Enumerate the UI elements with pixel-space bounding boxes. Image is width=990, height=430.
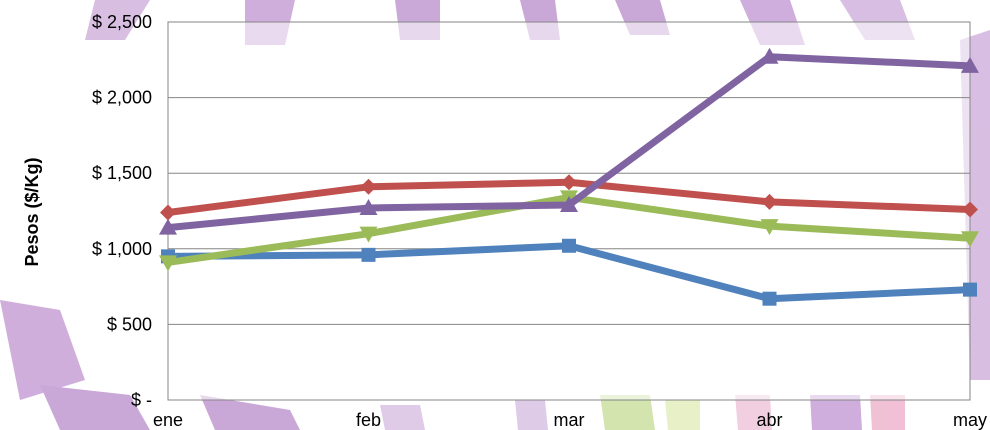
x-tick-label: abr <box>756 410 782 430</box>
data-point <box>961 231 979 248</box>
data-point <box>761 193 778 210</box>
x-tick-label: mar <box>554 410 585 430</box>
data-point <box>360 178 377 195</box>
data-point <box>562 238 576 253</box>
data-point <box>762 291 777 306</box>
y-tick-label: $ - <box>131 390 152 410</box>
series-2 <box>160 174 978 221</box>
y-tick-label: $ 1,000 <box>92 239 152 259</box>
y-tick-label: $ 2,000 <box>92 88 152 108</box>
y-tick-label: $ 2,500 <box>92 12 152 32</box>
data-point <box>160 204 176 221</box>
y-tick-label: $ 500 <box>107 314 152 334</box>
data-point <box>760 47 779 64</box>
data-point <box>361 247 376 262</box>
data-point <box>359 226 378 243</box>
y-tick-labels: $ - $ 500 $ 1,000 $ 1,500 $ 2,000 $ 2,500 <box>92 12 152 410</box>
series-group <box>159 47 979 306</box>
data-point <box>962 201 978 218</box>
data-point <box>561 174 577 191</box>
data-point <box>760 219 779 236</box>
data-point <box>359 198 378 215</box>
data-point <box>963 282 977 297</box>
data-point <box>159 218 177 235</box>
gridlines <box>168 97 970 325</box>
x-tick-label: feb <box>356 410 381 430</box>
x-tick-label: ene <box>153 410 183 430</box>
data-point <box>961 56 979 73</box>
x-tick-label: may <box>953 410 987 430</box>
x-tick-labels: ene feb mar abr may <box>153 410 987 430</box>
data-point <box>560 195 578 212</box>
series-4 <box>159 47 979 235</box>
y-tick-label: $ 1,500 <box>92 163 152 183</box>
data-point <box>159 255 177 272</box>
y-axis-title: Pesos ($/Kg) <box>22 157 42 266</box>
